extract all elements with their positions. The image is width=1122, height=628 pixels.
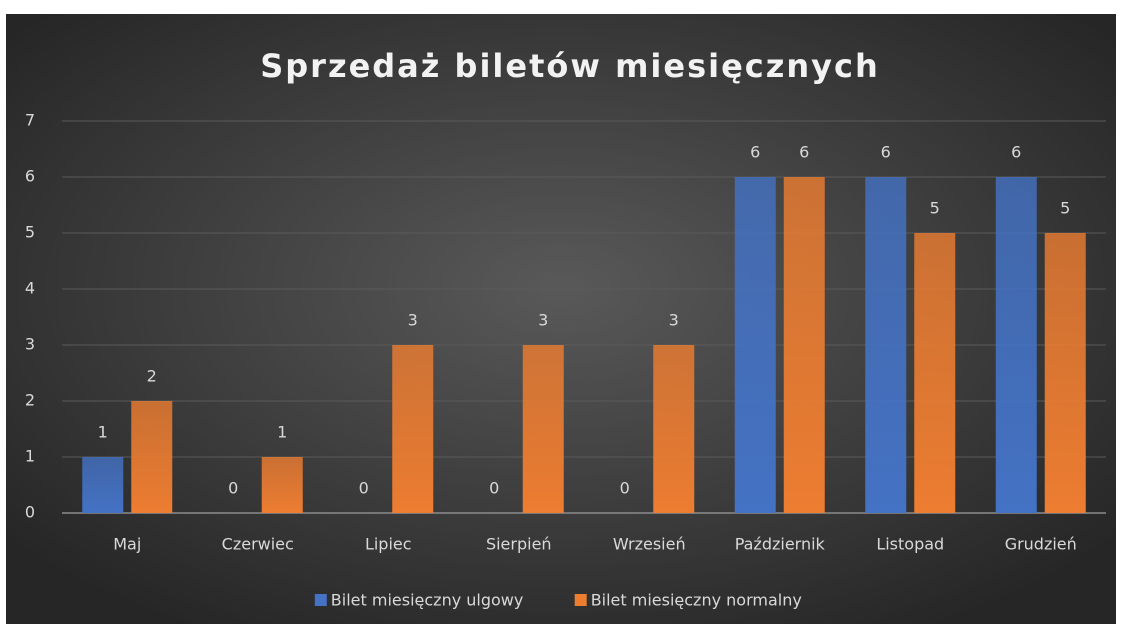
bar (82, 457, 124, 513)
bar (653, 345, 695, 513)
bar (131, 401, 173, 513)
x-tick-label: Grudzień (1005, 535, 1077, 554)
bar (392, 345, 434, 513)
x-tick-label: Październik (735, 535, 826, 554)
bar (1044, 233, 1086, 513)
y-tick-label: 0 (25, 503, 35, 522)
data-label: 1 (277, 423, 287, 442)
y-tick-label: 7 (25, 111, 35, 130)
bar (522, 345, 564, 513)
y-tick-label: 6 (25, 167, 35, 186)
data-label: 2 (147, 367, 157, 386)
legend-swatch (314, 594, 327, 606)
y-tick-label: 3 (25, 335, 35, 354)
y-tick-label: 5 (25, 223, 35, 242)
x-tick-label: Listopad (876, 535, 944, 554)
x-tick-label: Czerwiec (222, 535, 294, 554)
legend-label: Bilet miesięczny normalny (591, 591, 802, 610)
data-label: 6 (881, 143, 891, 162)
data-label: 0 (620, 479, 630, 498)
data-label: 3 (408, 311, 418, 330)
bar (734, 177, 776, 513)
legend-swatch (574, 594, 587, 606)
y-tick-label: 1 (25, 447, 35, 466)
data-label: 0 (359, 479, 369, 498)
data-label: 3 (538, 311, 548, 330)
x-tick-label: Wrzesień (613, 535, 686, 554)
y-tick-label: 4 (25, 279, 35, 298)
data-label: 5 (1060, 199, 1070, 218)
data-label: 6 (799, 143, 809, 162)
data-label: 6 (750, 143, 760, 162)
x-tick-label: Sierpień (486, 535, 552, 554)
data-label: 5 (930, 199, 940, 218)
x-tick-label: Maj (113, 535, 141, 554)
data-label: 6 (1011, 143, 1021, 162)
chart-title: Sprzedaż biletów miesięcznych (260, 47, 880, 85)
bar (865, 177, 907, 513)
data-label: 0 (228, 479, 238, 498)
bar (783, 177, 825, 513)
bar (914, 233, 956, 513)
legend-label: Bilet miesięczny ulgowy (331, 591, 524, 610)
bar (261, 457, 303, 513)
bar (995, 177, 1037, 513)
data-label: 0 (489, 479, 499, 498)
data-label: 1 (98, 423, 108, 442)
data-label: 3 (669, 311, 679, 330)
x-tick-label: Lipiec (365, 535, 412, 554)
y-tick-label: 2 (25, 391, 35, 410)
